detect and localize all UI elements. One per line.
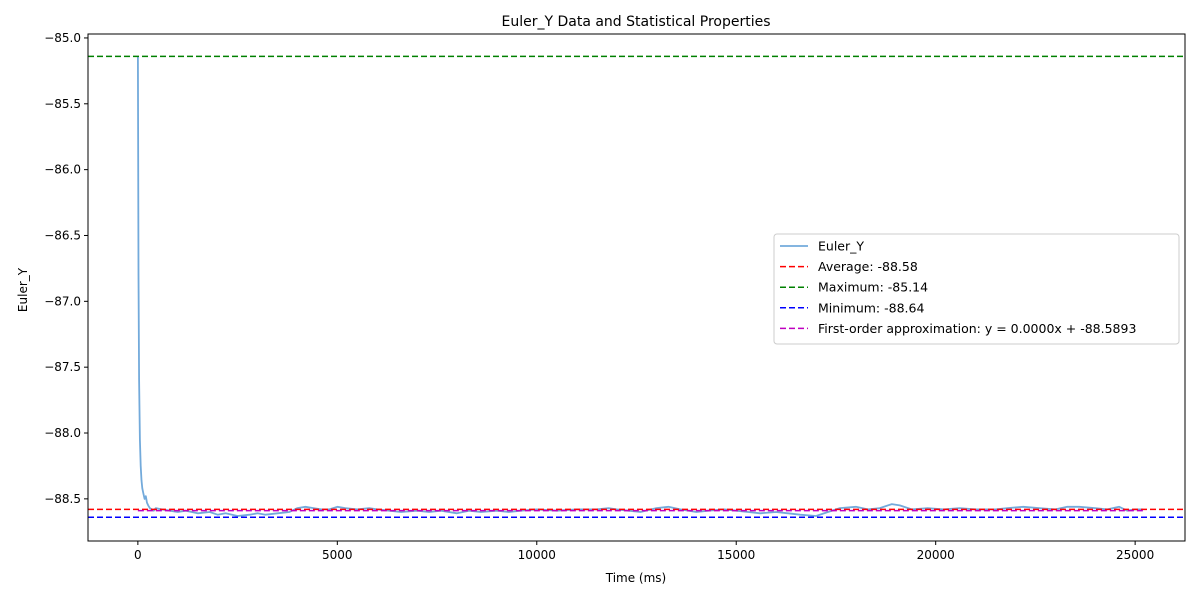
legend-box xyxy=(773,233,1180,345)
chart-title: Euler_Y Data and Statistical Properties xyxy=(501,14,770,30)
legend: Euler_Y Average: -88.58 Maximum: -85.14 Min… xyxy=(773,233,1180,345)
plot-frame xyxy=(87,33,1186,542)
y-tick-label: −86.0 xyxy=(44,163,81,177)
y-tick-label: −85.5 xyxy=(44,97,81,111)
legend-entry: First-order approximation: y = 0.0000x +… xyxy=(818,321,1136,336)
y-tick-label: −85.0 xyxy=(44,31,81,45)
y-axis-ticks: −88.5 −88.0 −87.5 −87.0 −86.5 −86.0 −85.5 −85.0 xyxy=(44,31,88,506)
legend-entry: Minimum: -88.64 xyxy=(818,300,924,315)
x-tick-label: 15000 xyxy=(717,548,755,562)
plot-lines xyxy=(88,55,1185,519)
y-tick-label: −88.5 xyxy=(44,492,81,506)
x-tick-label: 0 xyxy=(134,548,142,562)
legend-entry: Euler_Y xyxy=(818,239,864,254)
x-tick-label: 5000 xyxy=(322,548,353,562)
x-axis-ticks: 0 5000 10000 15000 20000 25000 xyxy=(134,541,1154,562)
x-tick-label: 25000 xyxy=(1116,548,1154,562)
y-tick-label: −87.5 xyxy=(44,360,81,374)
x-tick-label: 20000 xyxy=(917,548,955,562)
y-tick-label: −88.0 xyxy=(44,426,81,440)
x-axis-label: Time (ms) xyxy=(605,571,667,585)
y-tick-label: −87.0 xyxy=(44,294,81,308)
y-tick-label: −86.5 xyxy=(44,228,81,242)
legend-entry: Maximum: -85.14 xyxy=(818,280,928,295)
y-axis-label: Euler_Y xyxy=(16,267,30,312)
legend-entry: Average: -88.58 xyxy=(818,259,918,274)
x-tick-label: 10000 xyxy=(518,548,556,562)
